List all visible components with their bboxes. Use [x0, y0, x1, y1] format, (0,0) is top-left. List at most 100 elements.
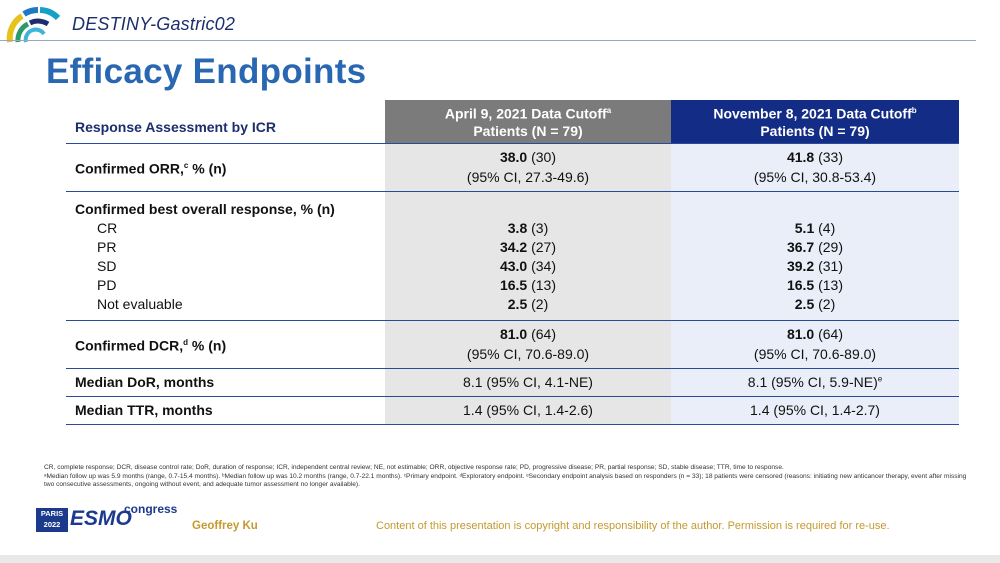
- col-header-november-cutoff: November 8, 2021 Data Cutoffb Patients (…: [671, 100, 959, 144]
- cell-value: 34.2: [499, 238, 528, 255]
- table-row-dor: Median DoR, months 8.1 (95% CI, 4.1-NE) …: [66, 368, 959, 397]
- cell-value: 16.5: [499, 276, 528, 293]
- footnote-marker: a: [606, 106, 612, 116]
- cell-count: (34): [527, 257, 557, 274]
- bottom-bar: [0, 555, 1000, 563]
- cell-count: (33): [814, 149, 844, 165]
- table-row-bor: Confirmed best overall response, % (n) C…: [66, 191, 959, 321]
- row-label-text: Confirmed DCR,: [75, 337, 184, 354]
- footnote-marker: e: [877, 374, 883, 384]
- destiny-logo-icon: [6, 6, 61, 43]
- cell-dcr-april: 81.0 (64) (95% CI, 70.6-89.0): [385, 320, 671, 369]
- congress-text: congress: [124, 502, 178, 516]
- cell-value: 3.8: [507, 219, 528, 236]
- col-header-response-assessment: Response Assessment by ICR: [66, 100, 385, 144]
- footnote-marker: c: [183, 160, 189, 170]
- cell-bor-november: 5.1 (4) 36.7 (29) 39.2 (31) 16.5 (13) 2.…: [671, 191, 959, 321]
- cell-dcr-november: 81.0 (64) (95% CI, 70.6-89.0): [671, 320, 959, 369]
- header-divider: [0, 40, 976, 41]
- trial-name: DESTINY-Gastric02: [72, 14, 236, 34]
- cell-dor-april: 8.1 (95% CI, 4.1-NE): [385, 368, 671, 397]
- cell-dor-november: 8.1 (95% CI, 5.9-NE)e: [671, 368, 959, 397]
- cell-bor-april: 3.8 (3) 34.2 (27) 43.0 (34) 16.5 (13) 2.…: [385, 191, 671, 321]
- cell-bor-sd: 43.0 (34): [385, 257, 671, 276]
- efficacy-table: Response Assessment by ICR April 9, 2021…: [66, 100, 959, 425]
- row-label-dor: Median DoR, months: [66, 368, 385, 397]
- col-header-april-cutoff: April 9, 2021 Data Cutoffa Patients (N =…: [385, 100, 671, 144]
- cell-ttr-april: 1.4 (95% CI, 1.4-2.6): [385, 396, 671, 425]
- bor-sub-label-cr: CR: [97, 219, 118, 236]
- bor-sub-label-sd: SD: [97, 257, 117, 274]
- footnote-abbreviations: CR, complete response; DCR, disease cont…: [44, 464, 784, 471]
- cell-value: 43.0: [499, 257, 528, 274]
- cell-count: (2): [527, 295, 549, 312]
- col-header-november-line1: November 8, 2021 Data Cutoff: [713, 106, 912, 123]
- footnote-marker: d: [183, 337, 189, 347]
- footnote-details: ᵃMedian follow up was 5.9 months (range,…: [44, 472, 967, 489]
- cell-ci: (95% CI, 70.6-89.0): [466, 346, 590, 362]
- cell-count: (27): [527, 238, 557, 255]
- cell-value: 5.1: [794, 219, 815, 236]
- footnote-marker: b: [911, 106, 917, 116]
- bor-sub-label-not-evaluable: Not evaluable: [97, 295, 183, 312]
- slide-header: DESTINY-Gastric02: [0, 0, 1000, 44]
- row-label-text: Confirmed ORR,: [75, 160, 184, 177]
- copyright-notice: Content of this presentation is copyrigh…: [376, 520, 890, 532]
- cell-value: 8.1 (95% CI, 5.9-NE): [747, 374, 878, 390]
- cell-bor-ne: 2.5 (2): [671, 295, 959, 314]
- cell-count: (3): [527, 219, 549, 236]
- cell-count: (4): [814, 219, 836, 236]
- table-row-ttr: Median TTR, months 1.4 (95% CI, 1.4-2.6)…: [66, 396, 959, 425]
- cell-bor-ne: 2.5 (2): [385, 295, 671, 314]
- cell-bor-pr: 34.2 (27): [385, 238, 671, 257]
- cell-orr-april: 38.0 (30) (95% CI, 27.3-49.6): [385, 143, 671, 192]
- cell-value: 38.0: [499, 149, 528, 165]
- cell-value: 16.5: [786, 276, 815, 293]
- cell-orr-november: 41.8 (33) (95% CI, 30.8-53.4): [671, 143, 959, 192]
- bor-sub-label-pr: PR: [97, 238, 117, 255]
- cell-bor-sd: 39.2 (31): [671, 257, 959, 276]
- table-row-dcr: Confirmed DCR,d % (n) 81.0 (64) (95% CI,…: [66, 320, 959, 369]
- bor-sub-label-pd: PD: [97, 276, 117, 293]
- cell-ttr-november: 1.4 (95% CI, 1.4-2.7): [671, 396, 959, 425]
- cell-value: 36.7: [786, 238, 815, 255]
- cell-count: (31): [814, 257, 844, 274]
- cell-count: (29): [814, 238, 844, 255]
- slide-title: Efficacy Endpoints: [46, 52, 367, 91]
- table-header-row: Response Assessment by ICR April 9, 2021…: [66, 100, 959, 144]
- row-label-text: % (n): [188, 160, 227, 177]
- cell-count: (64): [814, 326, 844, 342]
- cell-bor-pr: 36.7 (29): [671, 238, 959, 257]
- cell-count: (64): [527, 326, 557, 342]
- esmo-logo: ESMO: [70, 507, 132, 530]
- col-header-april-line1: April 9, 2021 Data Cutoff: [444, 106, 607, 123]
- cell-ci: (95% CI, 27.3-49.6): [466, 169, 590, 185]
- bor-title: Confirmed best overall response, % (n): [75, 200, 335, 217]
- table-row-orr: Confirmed ORR,c % (n) 38.0 (30) (95% CI,…: [66, 143, 959, 192]
- cell-ci: (95% CI, 70.6-89.0): [753, 346, 877, 362]
- row-label-bor: Confirmed best overall response, % (n) C…: [66, 191, 385, 321]
- cell-bor-pd: 16.5 (13): [671, 276, 959, 295]
- cell-value: 41.8: [786, 149, 815, 165]
- cell-count: (13): [814, 276, 844, 293]
- row-label-text: % (n): [188, 337, 227, 354]
- cell-bor-cr: 5.1 (4): [671, 219, 959, 238]
- cell-count: (13): [527, 276, 557, 293]
- cell-bor-cr: 3.8 (3): [385, 219, 671, 238]
- cell-bor-pd: 16.5 (13): [385, 276, 671, 295]
- footnotes: CR, complete response; DCR, disease cont…: [44, 464, 974, 490]
- row-label-orr: Confirmed ORR,c % (n): [66, 143, 385, 192]
- cell-value: 2.5: [507, 295, 528, 312]
- cell-value: 2.5: [794, 295, 815, 312]
- cell-value: 81.0: [499, 326, 528, 342]
- row-label-ttr: Median TTR, months: [66, 396, 385, 425]
- year-text: 2022: [43, 520, 61, 529]
- cell-value: 39.2: [786, 257, 815, 274]
- presenter-name: Geoffrey Ku: [192, 520, 258, 532]
- cell-count: (2): [814, 295, 836, 312]
- paris-2022-badge: PARIS 2022: [36, 508, 68, 532]
- col-header-april-line2: Patients (N = 79): [473, 123, 583, 140]
- cell-count: (30): [527, 149, 557, 165]
- cell-ci: (95% CI, 30.8-53.4): [753, 169, 877, 185]
- row-label-dcr: Confirmed DCR,d % (n): [66, 320, 385, 369]
